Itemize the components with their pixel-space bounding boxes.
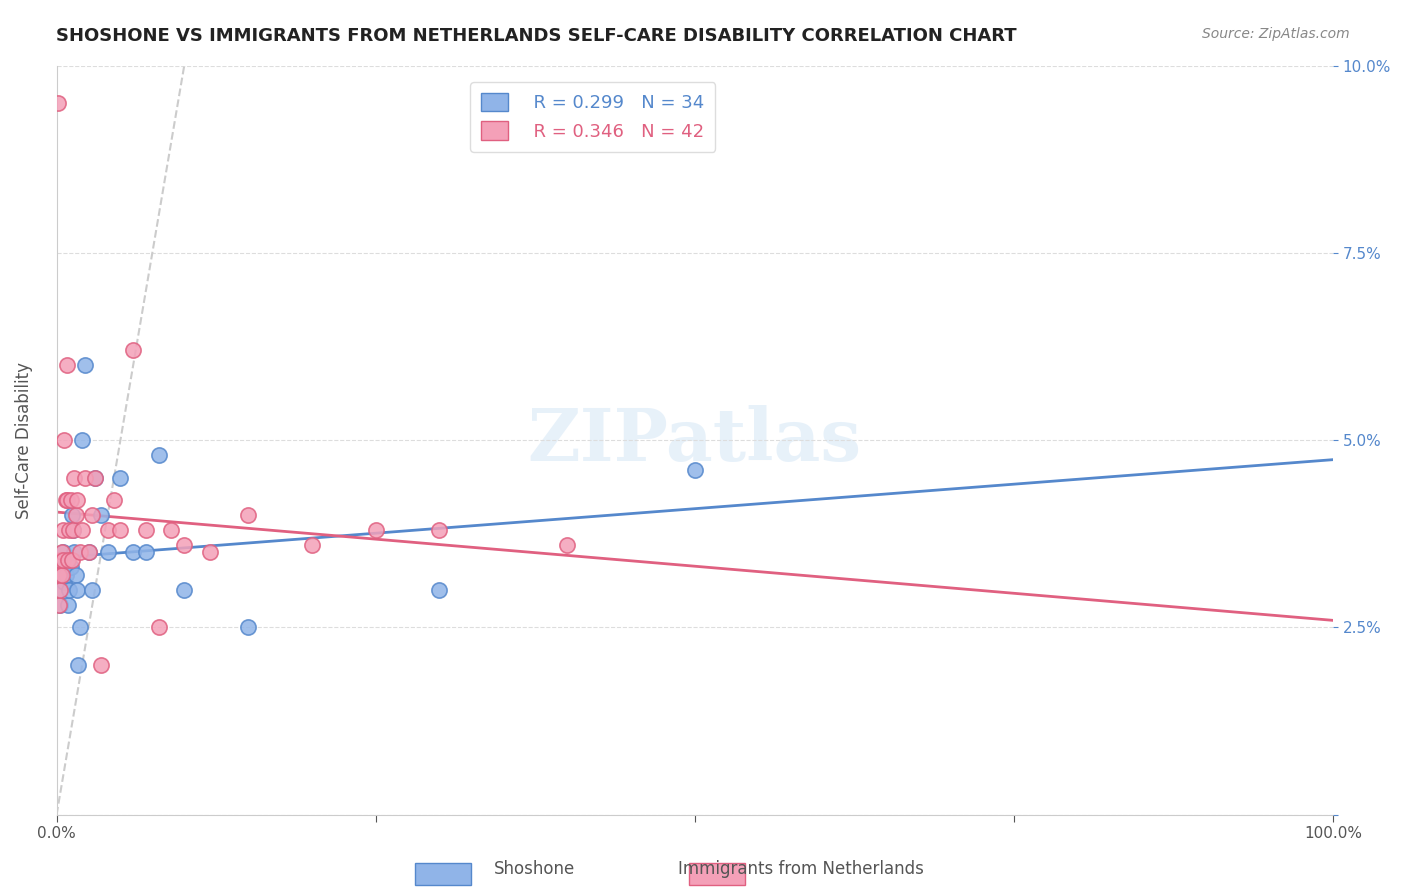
Point: [56, 553, 79, 567]
Point: [48, 598, 70, 612]
Point: [66, 582, 89, 597]
Point: [103, 493, 125, 508]
Point: [51, 567, 73, 582]
Point: [90, 657, 112, 672]
Point: [56, 493, 79, 508]
Point: [73, 470, 96, 484]
Point: [59, 560, 82, 574]
Point: [148, 620, 170, 634]
Point: [555, 538, 578, 552]
Point: [52, 523, 75, 537]
Point: [110, 523, 132, 537]
Point: [55, 567, 77, 582]
Point: [429, 582, 451, 597]
Point: [148, 448, 170, 462]
Point: [53, 575, 76, 590]
Point: [77, 545, 100, 559]
Point: [60, 553, 83, 567]
Point: [83, 470, 105, 484]
Point: [48, 582, 70, 597]
Point: [70, 433, 93, 447]
Point: [52, 545, 75, 559]
Point: [51, 545, 73, 559]
Point: [122, 545, 145, 559]
Point: [49, 553, 72, 567]
Point: [51, 567, 73, 582]
Point: [49, 598, 72, 612]
Point: [236, 620, 259, 634]
Text: ZIPatlas: ZIPatlas: [527, 405, 862, 475]
Point: [62, 523, 84, 537]
Point: [69, 620, 91, 634]
Point: [160, 523, 183, 537]
Point: [53, 560, 76, 574]
Text: Immigrants from Netherlands: Immigrants from Netherlands: [679, 860, 924, 878]
Point: [73, 358, 96, 372]
Point: [83, 470, 105, 484]
Point: [301, 538, 323, 552]
Text: Shoshone: Shoshone: [494, 860, 575, 878]
Point: [82, 508, 104, 522]
Point: [66, 493, 89, 508]
Point: [135, 523, 157, 537]
Point: [173, 538, 195, 552]
Point: [58, 582, 80, 597]
Point: [59, 493, 82, 508]
Point: [97, 545, 120, 559]
Point: [110, 470, 132, 484]
Point: [67, 657, 90, 672]
Point: [77, 545, 100, 559]
Point: [82, 582, 104, 597]
Point: [70, 523, 93, 537]
Point: [683, 463, 706, 477]
Point: [97, 523, 120, 537]
Point: [58, 523, 80, 537]
Point: [52, 553, 75, 567]
Point: [122, 343, 145, 358]
Y-axis label: Self-Care Disability: Self-Care Disability: [15, 361, 32, 518]
Point: [69, 545, 91, 559]
Point: [56, 598, 79, 612]
Point: [364, 523, 387, 537]
Point: [236, 508, 259, 522]
Text: SHOSHONE VS IMMIGRANTS FROM NETHERLANDS SELF-CARE DISABILITY CORRELATION CHART: SHOSHONE VS IMMIGRANTS FROM NETHERLANDS …: [56, 27, 1017, 45]
Point: [429, 523, 451, 537]
Point: [135, 545, 157, 559]
Point: [198, 545, 221, 559]
Point: [62, 523, 84, 537]
Point: [63, 545, 86, 559]
Point: [56, 358, 79, 372]
Point: [90, 508, 112, 522]
Text: Source: ZipAtlas.com: Source: ZipAtlas.com: [1202, 27, 1350, 41]
Point: [60, 508, 83, 522]
Point: [52, 560, 75, 574]
Point: [46, 96, 69, 111]
Point: [65, 508, 87, 522]
Legend:   R = 0.299   N = 34,   R = 0.346   N = 42: R = 0.299 N = 34, R = 0.346 N = 42: [470, 82, 716, 152]
Point: [56, 553, 79, 567]
Point: [48, 567, 70, 582]
Point: [55, 493, 77, 508]
Point: [173, 582, 195, 597]
Point: [63, 470, 86, 484]
Point: [53, 433, 76, 447]
Point: [65, 567, 87, 582]
Point: [49, 582, 72, 597]
